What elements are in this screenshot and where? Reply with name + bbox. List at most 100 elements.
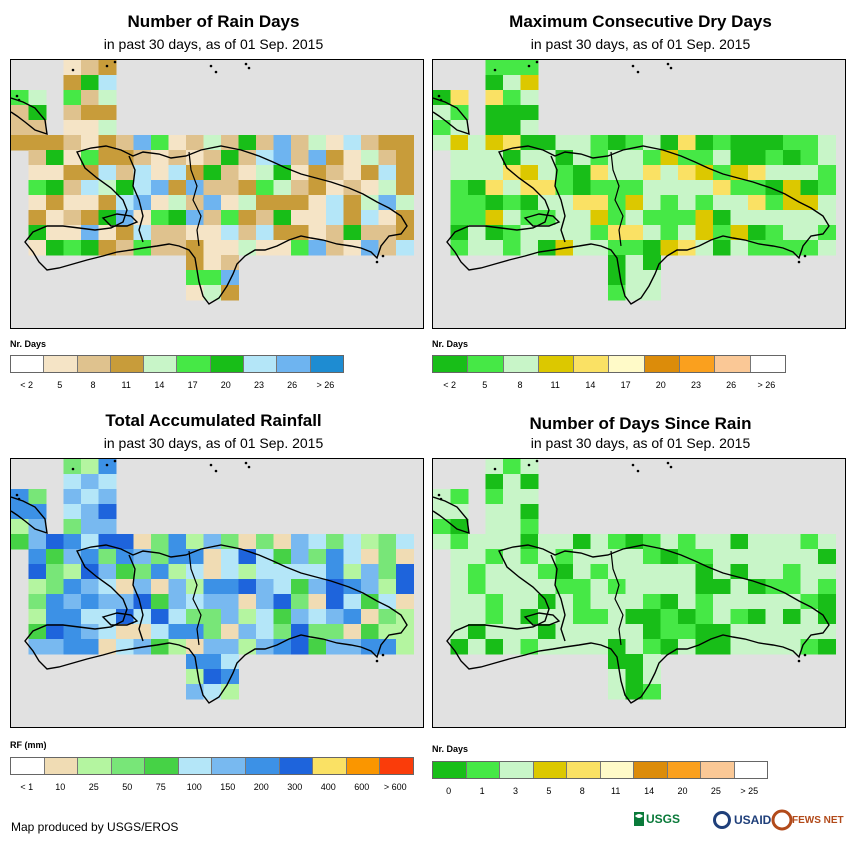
grid-cell [238, 579, 257, 595]
island-dot [439, 98, 443, 102]
grid-cell [378, 594, 397, 610]
grid-cell [63, 489, 82, 505]
grid-cell [573, 225, 591, 241]
grid-cell [81, 90, 99, 106]
grid-cell [378, 624, 397, 640]
grid-cell [98, 60, 117, 76]
grid-cell [783, 195, 801, 211]
grid-cell [81, 60, 99, 76]
grid-cell [485, 150, 504, 166]
grid-cell [450, 564, 469, 580]
grid-cell [800, 135, 819, 151]
grid-cell [256, 594, 274, 610]
legend-label: 5 [546, 786, 552, 796]
grid-cell [625, 579, 644, 595]
grid-cell [151, 549, 169, 565]
grid-cell [63, 609, 82, 625]
grid-cell [503, 639, 521, 655]
grid-cell [625, 684, 644, 700]
grid-cell [168, 195, 187, 211]
island-dot [71, 68, 75, 72]
grid-cell [361, 579, 379, 595]
grid-cell [538, 225, 556, 241]
grid-cell [326, 609, 344, 625]
grid-cell [573, 165, 591, 181]
grid-cell [308, 549, 327, 565]
legend-swatch [11, 356, 45, 372]
grid-cell [63, 165, 82, 181]
legend-label: 400 [320, 782, 336, 792]
legend-label: < 2 [443, 380, 456, 390]
grid-cell [485, 474, 504, 490]
grid-cell [695, 534, 714, 550]
grid-cell [695, 579, 714, 595]
grid-cell [800, 225, 819, 241]
grid-cell [765, 195, 784, 211]
grid-cell [81, 459, 99, 475]
grid-cell [485, 75, 504, 91]
grid-cell [98, 105, 117, 121]
grid-cell [643, 285, 661, 301]
legend-label: 26 [726, 380, 737, 390]
grid-cell [748, 564, 766, 580]
grid-cell [608, 564, 626, 580]
grid-cell [538, 624, 556, 640]
coastline [433, 97, 470, 136]
grid-cell [450, 549, 469, 565]
grid-cell [168, 534, 187, 550]
coastline [128, 155, 144, 243]
grid-cell [748, 534, 766, 550]
grid-cell [748, 624, 766, 640]
grid-cell [203, 609, 222, 625]
grid-cell [800, 549, 819, 565]
grid-cell [396, 210, 414, 226]
grid-cell [520, 519, 539, 535]
grid-cell [818, 624, 836, 640]
grid-cell [800, 609, 819, 625]
grid-cell [28, 240, 47, 256]
grid-cell [503, 609, 521, 625]
grid-cell [573, 180, 591, 196]
grid-cell [678, 165, 696, 181]
grid-cell [538, 579, 556, 595]
legend-title: Nr. Days [432, 339, 469, 349]
grid-cell [555, 564, 574, 580]
grid-cell [238, 135, 257, 151]
grid-cell [450, 240, 469, 256]
grid-cell [28, 549, 47, 565]
grid-cell [361, 594, 379, 610]
grid-cell [503, 504, 521, 520]
legend-swatch [380, 758, 413, 774]
grid-cell [46, 624, 64, 640]
grid-cell [116, 240, 134, 256]
grid-cell [203, 225, 222, 241]
grid-cell [608, 684, 626, 700]
grid-cell [608, 180, 626, 196]
grid-cell [748, 609, 766, 625]
coastline [24, 145, 408, 305]
grid-cell [625, 270, 644, 286]
grid-cell [730, 210, 749, 226]
fews-net-logo-text: FEWS NET [792, 815, 844, 826]
grid-cell [273, 180, 292, 196]
grid-cell [81, 504, 99, 520]
panel-subtitle: in past 30 days, as of 01 Sep. 2015 [530, 36, 751, 52]
grid-cell [660, 165, 679, 181]
grid-cell [151, 210, 169, 226]
grid-cell [765, 624, 784, 640]
grid-cell [713, 609, 731, 625]
grid-cell [520, 549, 539, 565]
grid-cell [503, 489, 521, 505]
grid-cell [695, 639, 714, 655]
grid-cell [625, 609, 644, 625]
panel-subtitle: in past 30 days, as of 01 Sep. 2015 [530, 435, 751, 451]
grid-cell [695, 225, 714, 241]
grid-cell [273, 594, 292, 610]
grid-cell [625, 225, 644, 241]
legend-title: Nr. Days [10, 339, 47, 349]
grid-cell [433, 90, 451, 106]
grid-cell [343, 609, 362, 625]
island-dot [636, 70, 640, 74]
grid-cell [730, 225, 749, 241]
grid-cell [678, 624, 696, 640]
